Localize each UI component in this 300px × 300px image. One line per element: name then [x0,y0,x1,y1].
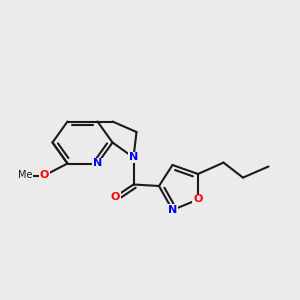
Text: O: O [193,194,203,205]
Text: O: O [40,170,49,181]
Text: N: N [129,152,138,163]
Text: O: O [111,191,120,202]
Text: Me: Me [18,170,33,181]
Text: N: N [93,158,102,169]
Text: N: N [168,205,177,215]
